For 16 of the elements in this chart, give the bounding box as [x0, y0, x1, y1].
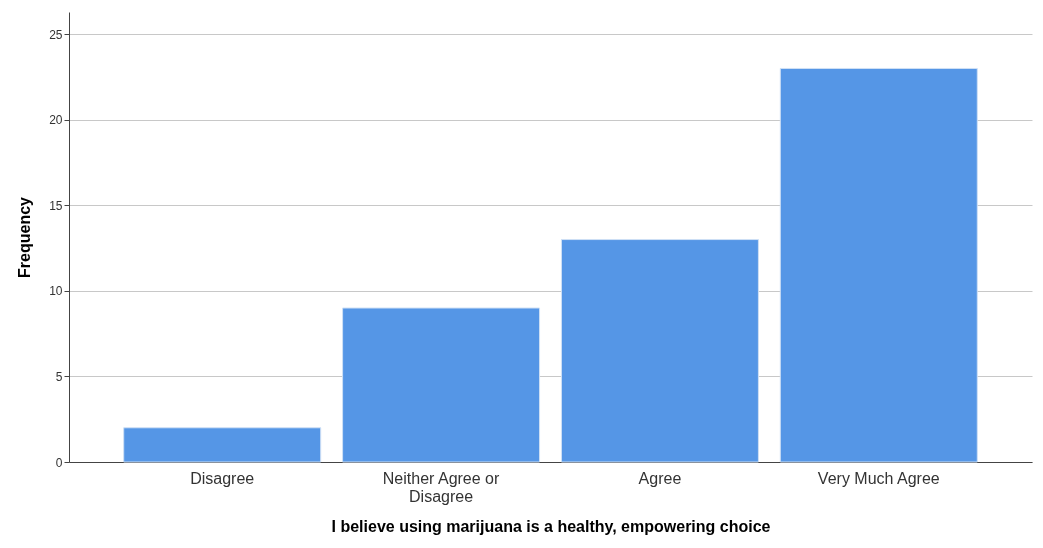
y-tick-label: 15: [49, 198, 63, 213]
y-tick-label: 0: [55, 455, 63, 470]
x-axis-title: I believe using marijuana is a healthy, empowering choice: [331, 517, 771, 535]
bar: [342, 307, 541, 463]
bar: [560, 239, 759, 463]
x-tick-label: Agree: [638, 469, 682, 487]
y-tick-label: 5: [55, 369, 63, 384]
y-tick-label: 10: [49, 284, 63, 299]
x-tick-label: Neither Agree or Disagree: [382, 469, 500, 505]
x-tick-label: Very Much Agree: [817, 469, 940, 487]
y-tick-label: 25: [49, 27, 63, 42]
y-axis-title: Frequency: [16, 196, 34, 278]
x-tick-label: Disagree: [190, 469, 255, 487]
bar: [123, 427, 322, 463]
y-tick-label: 20: [49, 113, 63, 128]
bar: [779, 67, 978, 463]
